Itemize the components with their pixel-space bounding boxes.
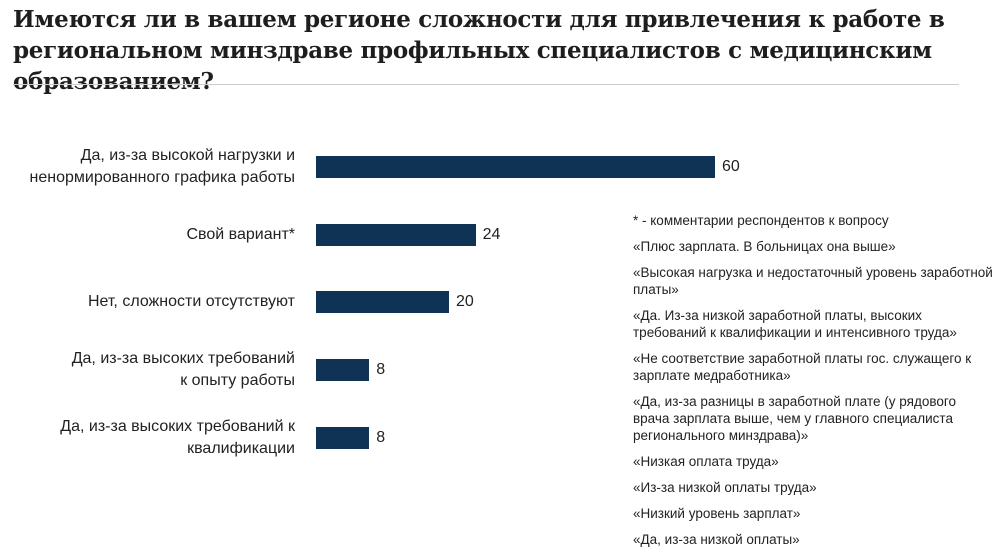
category-label-line: Нет, сложности отсутствуют [87,293,295,310]
bar [316,224,476,246]
comment-item: «Не соответствие заработной платы гос. с… [633,351,972,383]
chart-title: Имеются ли в вашем регионе сложности для… [13,6,945,95]
category-label-line: Да, из-за высоких требований [71,350,295,367]
bar-value-label: 24 [482,226,501,243]
category-label-line: квалификации [187,440,295,457]
comment-item: «Высокая нагрузка и недостаточный уровен… [633,265,993,297]
category-label-line: ненормированного графика работы [29,169,295,186]
category-label-line: к опыту работы [180,372,295,389]
comment-item: «Да, из-за разницы в заработной плате (у… [633,394,956,443]
comment-item: «Плюс зарплата. В больницах она выше» [633,239,896,254]
bar-value-label: 8 [376,361,386,378]
category-label: Свой вариант* [0,224,296,246]
comment-item: «Да. Из-за низкой заработной платы, высо… [633,308,957,340]
bar-value-label: 60 [722,158,740,175]
category-label-line: Да, из-за высоких требований к [60,418,295,435]
comment-item: «Низкий уровень зарплат» [633,506,801,521]
bar-value-label: 8 [376,429,386,446]
category-label: Да, из-за высоких требований к опыту рабо… [0,348,295,392]
bar [316,359,370,381]
title-divider [13,84,959,85]
comment-item: «Из-за низкой оплаты труда» [633,480,817,495]
comment-item: «Низкая оплата труда» [633,454,779,469]
bar-value-label: 20 [456,293,474,310]
category-label-line: Да, из-за высокой нагрузки и [80,147,295,164]
respondent-comments: * - комментарии респондентов к вопросу «… [633,212,995,557]
comment-item: «Да, из-за низкой оплаты» [633,532,800,547]
bar [316,427,370,449]
category-label: Нет, сложности отсутствуют [0,291,295,313]
category-label: Да, из-за высоких требований к квалификац… [0,416,295,460]
category-label-line: Свой вариант* [186,226,296,243]
comments-header: * - комментарии респондентов к вопросу [633,213,889,228]
bar [316,291,449,313]
bar [316,156,715,178]
category-label: Да, из-за высокой нагрузки и ненормирован… [0,145,295,189]
